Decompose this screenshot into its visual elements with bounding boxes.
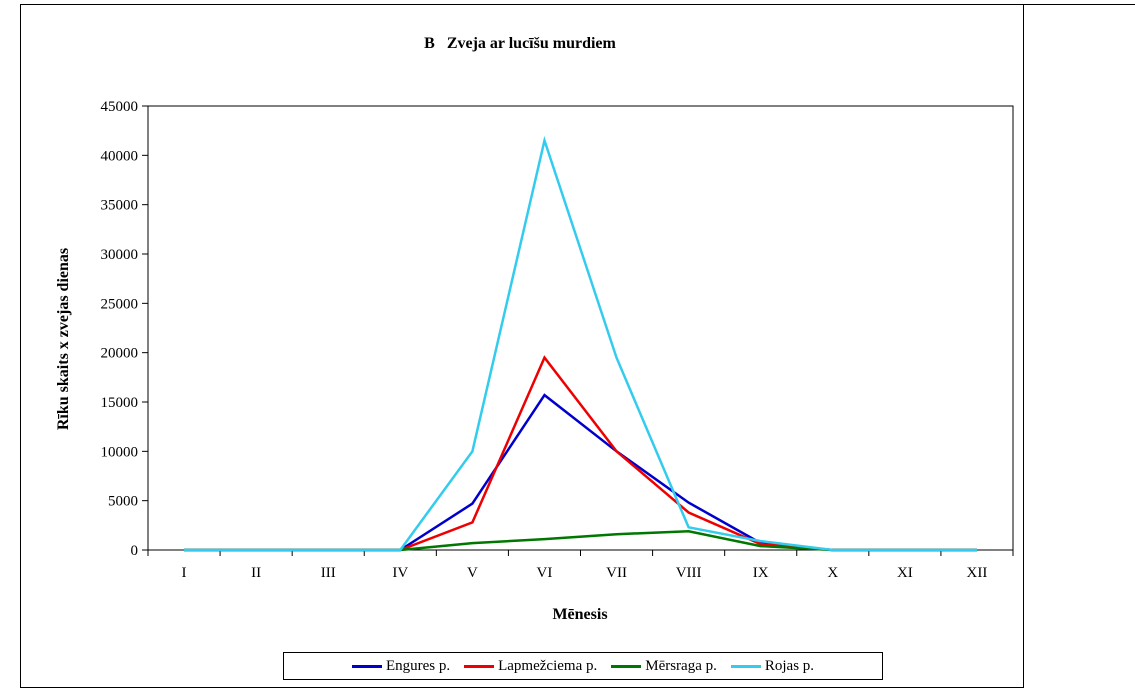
legend-swatch — [464, 664, 495, 668]
series-lines — [184, 135, 977, 552]
legend-label: Lapmežciema p. — [498, 657, 598, 674]
y-tick-label: 45000 — [101, 99, 139, 115]
top-border-line — [1024, 4, 1135, 5]
x-tick-label: IV — [392, 565, 408, 581]
x-tick-label: I — [182, 565, 187, 581]
y-tick-label: 25000 — [101, 296, 139, 312]
x-axis: I II III IV V VI VII VIII IX X XI XII — [147, 550, 1014, 581]
chart-legend: Engures p. Lapmežciema p. Mērsraga p. Rojas… — [283, 652, 883, 680]
x-axis-label: Mēnesis — [552, 606, 607, 623]
y-axis-label: Rīku skaits x zvejas dienas — [55, 248, 72, 430]
x-tick-label: VIII — [676, 565, 702, 581]
series-line — [184, 135, 977, 552]
x-tick-label: III — [321, 565, 336, 581]
x-tick-label: V — [467, 565, 478, 581]
y-tick-label: 10000 — [101, 444, 139, 460]
y-tick-label: 15000 — [101, 395, 139, 411]
legend-label: Rojas p. — [764, 657, 815, 674]
legend-entry: Engures p. — [351, 657, 451, 675]
y-tick-label: 35000 — [101, 198, 139, 214]
chart-title: B Zveja ar lucīšu murdiem — [424, 35, 616, 52]
legend-entry: Rojas p. — [730, 657, 815, 675]
x-tick-label: II — [251, 565, 261, 581]
y-tick-label: 20000 — [101, 346, 139, 362]
y-tick-label: 0 — [131, 543, 139, 559]
x-tick-label: XII — [967, 565, 988, 581]
legend-swatch — [730, 664, 761, 668]
legend-entry: Lapmežciema p. — [464, 658, 597, 675]
legend-swatch — [351, 664, 382, 668]
y-tick-label: 40000 — [101, 148, 139, 164]
x-tick-label: XI — [897, 565, 913, 581]
legend-label: Engures p. — [385, 657, 451, 674]
x-tick-label: VI — [537, 565, 553, 581]
y-axis: 0 5000 10000 15000 20000 25000 30000 35000 40000… — [101, 99, 148, 559]
legend-entry: Mērsraga p. — [611, 658, 717, 675]
x-tick-label: IX — [753, 565, 769, 581]
y-tick-label: 30000 — [101, 247, 139, 263]
y-tick-label: 5000 — [108, 494, 138, 510]
x-tick-label: VII — [606, 565, 627, 581]
legend-swatch — [611, 664, 642, 668]
x-tick-label: X — [827, 565, 838, 581]
plot-area — [147, 105, 1014, 551]
legend-label: Mērsraga p. — [645, 657, 717, 674]
